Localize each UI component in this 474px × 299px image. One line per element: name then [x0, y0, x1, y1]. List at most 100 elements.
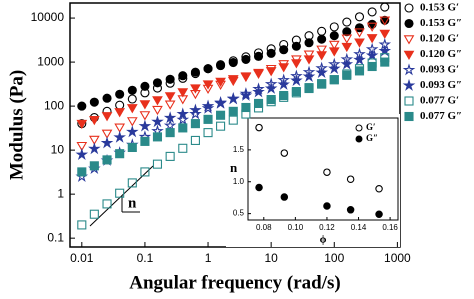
legend-label: 0.077 G″	[420, 110, 462, 122]
data-point	[291, 87, 301, 97]
legend-label: 0.093 G″	[420, 79, 462, 91]
data-point	[341, 42, 353, 53]
data-point	[178, 123, 188, 133]
legend-label: 0.153 G″	[420, 17, 462, 29]
data-point	[328, 40, 340, 50]
data-point	[239, 88, 253, 101]
x-tick-label: 100	[324, 251, 344, 265]
data-point	[241, 54, 251, 64]
data-point	[127, 178, 137, 188]
data-point	[279, 45, 289, 55]
slope-label: n	[128, 195, 137, 211]
legend-marker	[404, 96, 414, 106]
data-point	[203, 64, 213, 74]
x-tick-label: 0.01	[70, 251, 94, 265]
data-point	[101, 129, 113, 139]
data-point	[127, 94, 137, 104]
data-point	[203, 128, 213, 138]
legend-marker	[355, 135, 363, 143]
data-point	[278, 63, 290, 73]
data-point	[317, 79, 327, 89]
inset-background	[226, 114, 400, 247]
data-point	[266, 94, 276, 105]
data-point	[255, 123, 263, 132]
data-point	[140, 167, 150, 177]
data-point	[290, 73, 303, 86]
data-point	[115, 100, 125, 110]
x-tick-label: 0.14	[351, 223, 367, 232]
data-point	[178, 71, 188, 81]
data-point	[253, 69, 264, 80]
y-tick-label: 100	[44, 98, 64, 112]
data-point	[113, 130, 126, 143]
legend-label: 0.120 G″	[420, 48, 462, 60]
data-point	[228, 115, 238, 125]
data-point	[77, 167, 87, 177]
data-point	[304, 83, 314, 93]
data-point	[216, 61, 226, 71]
data-point	[152, 159, 163, 169]
data-point	[253, 98, 264, 108]
data-point	[201, 99, 215, 112]
x-tick-label: 0.1	[137, 251, 154, 265]
data-point	[323, 168, 331, 176]
data-point	[329, 75, 339, 85]
legend-marker	[404, 3, 414, 13]
data-point	[379, 16, 391, 26]
data-point	[341, 34, 353, 44]
data-point	[140, 136, 150, 146]
y-tick-label: 0.5	[233, 209, 245, 218]
data-point	[165, 128, 175, 138]
x-tick-label: 10	[264, 251, 278, 265]
data-point	[76, 119, 88, 130]
data-point	[115, 149, 125, 159]
data-point	[216, 110, 226, 120]
data-point	[342, 27, 352, 37]
data-point	[317, 26, 327, 36]
legend-marker	[403, 35, 415, 45]
data-point	[227, 75, 239, 85]
legend-marker	[404, 111, 414, 122]
legend-label: G″	[366, 133, 378, 143]
data-point	[115, 89, 125, 99]
data-point	[102, 155, 112, 165]
data-point	[89, 209, 99, 219]
y-tick-label: 1000	[37, 54, 64, 68]
data-point	[152, 96, 163, 106]
legend-marker	[404, 18, 414, 29]
data-point	[367, 7, 377, 17]
data-point	[342, 70, 352, 80]
y-axis-label: Modulus (Pa)	[6, 70, 27, 180]
x-tick-label: 0.16	[382, 223, 398, 232]
data-point	[354, 12, 365, 22]
data-point	[317, 34, 327, 44]
data-point	[366, 34, 378, 44]
data-point	[189, 107, 202, 120]
data-point	[190, 67, 200, 77]
y-tick-label: 1.0	[233, 177, 245, 186]
data-point	[127, 142, 137, 153]
data-point	[346, 206, 355, 214]
data-point	[202, 80, 214, 90]
data-point	[164, 100, 176, 110]
y-tick-label: 1.5	[233, 145, 245, 154]
x-tick-label: 0.12	[319, 223, 335, 232]
data-point	[255, 183, 263, 192]
legend-label: 0.093 G′	[420, 64, 459, 76]
data-point	[365, 48, 379, 61]
y-tick-label: 0.1	[47, 230, 64, 244]
data-point	[253, 51, 264, 61]
data-point	[89, 161, 99, 171]
data-point	[378, 44, 392, 57]
data-point	[279, 90, 289, 101]
data-point	[114, 108, 126, 118]
data-point	[102, 199, 112, 209]
data-point	[176, 107, 190, 120]
data-point	[226, 92, 240, 105]
data-point	[75, 148, 89, 160]
data-point	[354, 23, 365, 33]
legend-label: 0.077 G′	[420, 95, 459, 107]
data-point	[126, 117, 138, 127]
data-point	[340, 57, 354, 70]
